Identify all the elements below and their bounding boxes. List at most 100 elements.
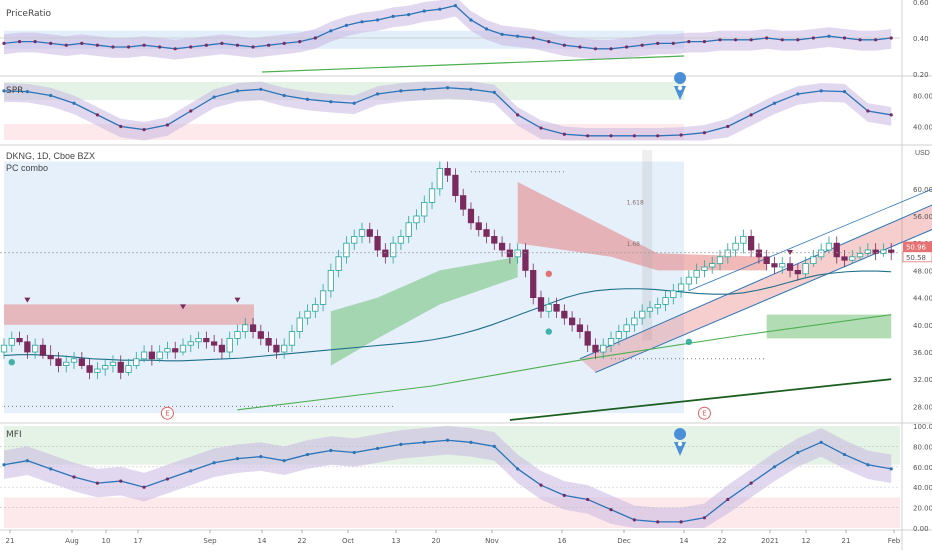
candle[interactable] xyxy=(888,249,895,254)
candle[interactable] xyxy=(296,317,303,333)
candle[interactable] xyxy=(24,341,31,353)
candle[interactable] xyxy=(794,269,801,275)
candle[interactable] xyxy=(312,303,319,312)
candle[interactable] xyxy=(732,242,739,251)
candle[interactable] xyxy=(802,263,809,275)
candle[interactable] xyxy=(724,249,731,258)
candle[interactable] xyxy=(810,256,817,264)
candle[interactable] xyxy=(779,263,786,268)
earnings-event-marker[interactable] xyxy=(160,406,174,420)
candle[interactable] xyxy=(545,303,552,312)
candle[interactable] xyxy=(195,337,202,343)
candle[interactable] xyxy=(460,195,467,210)
candle[interactable] xyxy=(561,310,568,319)
candle[interactable] xyxy=(281,344,288,353)
candle[interactable] xyxy=(117,361,124,373)
candle[interactable] xyxy=(677,283,685,292)
candle[interactable] xyxy=(623,324,630,332)
candle[interactable] xyxy=(670,290,677,298)
candle[interactable] xyxy=(701,266,708,271)
candle[interactable] xyxy=(755,249,763,258)
candle[interactable] xyxy=(78,358,85,366)
candle[interactable] xyxy=(351,235,358,244)
candle[interactable] xyxy=(786,263,794,271)
candle[interactable] xyxy=(164,348,171,353)
candle[interactable] xyxy=(125,365,132,373)
candle[interactable] xyxy=(140,351,148,360)
candle[interactable] xyxy=(818,249,825,258)
candle[interactable] xyxy=(444,167,451,176)
candle[interactable] xyxy=(833,242,840,258)
candle[interactable] xyxy=(421,201,428,217)
candle[interactable] xyxy=(70,358,78,363)
earnings-event-marker[interactable] xyxy=(697,406,711,420)
candle[interactable] xyxy=(716,256,724,264)
candle[interactable] xyxy=(763,256,770,264)
candle[interactable] xyxy=(203,337,210,343)
candle[interactable] xyxy=(319,290,327,305)
candle[interactable] xyxy=(709,263,716,268)
candle[interactable] xyxy=(693,269,700,278)
candle[interactable] xyxy=(592,344,599,353)
candle[interactable] xyxy=(0,344,8,353)
candle[interactable] xyxy=(55,358,62,366)
candle[interactable] xyxy=(133,358,140,366)
candle[interactable] xyxy=(47,354,54,360)
candle[interactable] xyxy=(607,337,615,346)
candle[interactable] xyxy=(849,256,856,261)
candle[interactable] xyxy=(428,188,436,203)
candle[interactable] xyxy=(452,174,459,196)
candle[interactable] xyxy=(304,310,311,319)
candle[interactable] xyxy=(872,249,879,254)
candle[interactable] xyxy=(467,208,475,224)
candle[interactable] xyxy=(148,351,155,360)
candle[interactable] xyxy=(172,348,179,353)
candle[interactable] xyxy=(498,242,506,251)
candle[interactable] xyxy=(109,361,117,367)
candle[interactable] xyxy=(257,331,264,339)
candle[interactable] xyxy=(382,249,389,258)
candle[interactable] xyxy=(343,242,350,258)
candle[interactable] xyxy=(841,256,848,261)
candle[interactable] xyxy=(880,249,887,254)
candle[interactable] xyxy=(390,242,397,258)
candle[interactable] xyxy=(86,365,93,373)
candle[interactable] xyxy=(249,324,257,332)
candle[interactable] xyxy=(506,249,513,258)
candle[interactable] xyxy=(16,337,23,343)
candle[interactable] xyxy=(436,167,443,190)
candle[interactable] xyxy=(646,307,654,312)
candle[interactable] xyxy=(226,337,233,353)
candle[interactable] xyxy=(63,361,70,367)
candle[interactable] xyxy=(825,242,833,251)
candle[interactable] xyxy=(553,303,560,312)
candle[interactable] xyxy=(366,229,373,237)
candle[interactable] xyxy=(685,276,692,285)
candle[interactable] xyxy=(234,331,241,339)
candle[interactable] xyxy=(273,344,280,353)
candle[interactable] xyxy=(335,256,342,271)
candle[interactable] xyxy=(856,252,864,258)
candle[interactable] xyxy=(740,235,747,244)
candle[interactable] xyxy=(522,249,529,271)
candle[interactable] xyxy=(771,263,778,268)
candle[interactable] xyxy=(483,229,490,237)
candle[interactable] xyxy=(864,249,871,254)
candle[interactable] xyxy=(39,344,47,356)
candle[interactable] xyxy=(374,235,381,251)
candle[interactable] xyxy=(413,215,420,224)
candle[interactable] xyxy=(358,229,366,237)
candle[interactable] xyxy=(514,249,521,258)
candle[interactable] xyxy=(8,337,15,346)
candle[interactable] xyxy=(584,331,591,346)
candle[interactable] xyxy=(600,344,607,353)
candle[interactable] xyxy=(187,341,194,346)
candle[interactable] xyxy=(179,344,187,353)
candle[interactable] xyxy=(405,222,412,237)
candle[interactable] xyxy=(491,235,498,244)
candle[interactable] xyxy=(94,368,101,373)
candle[interactable] xyxy=(265,337,272,346)
candle[interactable] xyxy=(397,235,405,244)
